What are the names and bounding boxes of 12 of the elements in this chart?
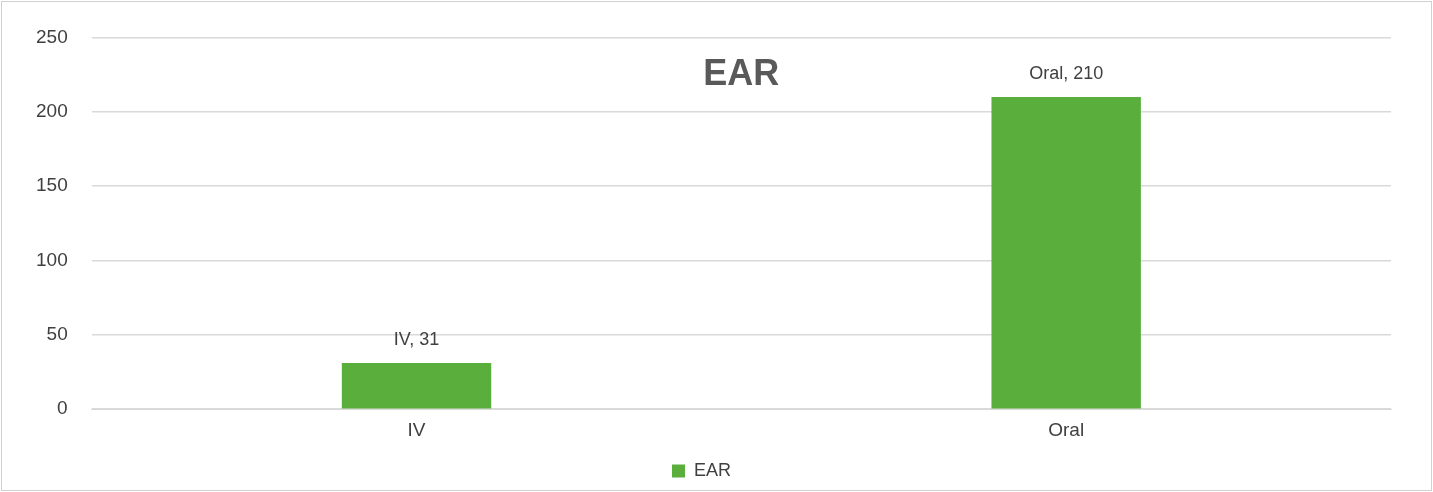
chart-title: EAR bbox=[703, 52, 780, 94]
x-tick-label: IV bbox=[407, 418, 426, 440]
data-label: Oral, 210 bbox=[1029, 62, 1104, 83]
legend-label: EAR bbox=[693, 459, 732, 480]
y-tick-label: 100 bbox=[36, 248, 68, 270]
y-tick-label: 0 bbox=[57, 397, 68, 419]
y-tick-label: 150 bbox=[36, 174, 68, 196]
data-label: IV, 31 bbox=[393, 329, 440, 350]
y-tick-label: 200 bbox=[36, 99, 68, 121]
y-tick-label: 50 bbox=[46, 323, 68, 345]
y-tick-label: 250 bbox=[36, 25, 68, 47]
x-tick-label: Oral bbox=[1048, 418, 1085, 440]
